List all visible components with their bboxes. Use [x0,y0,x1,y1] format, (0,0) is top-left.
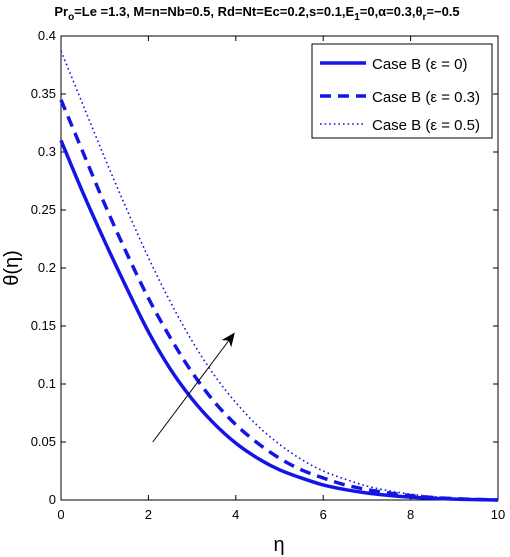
x-tick-label: 6 [320,507,327,522]
y-tick-label: 0.25 [31,202,56,217]
y-tick-label: 0.2 [38,260,56,275]
title-pr: Pr [54,4,68,19]
y-tick-label: 0.15 [31,318,56,333]
title-theta-subscript: r [422,12,426,23]
y-tick-label: 0.1 [38,376,56,391]
series-line-eps-0-3 [59,99,499,502]
series-lines [59,50,499,502]
x-axis-label: η [273,534,284,556]
x-tick-label: 10 [491,507,505,522]
x-tick-label: 2 [145,507,152,522]
y-tick-label: 0.35 [31,86,56,101]
axis-tick-labels: 0 2 4 6 8 10 0 0.05 0.1 0.15 0.2 0.25 0.3 0.35 0.4 [31,28,506,522]
chart-title: Pro=Le =1.3, M=n=Nb=0.5, Rd=Nt=Ec=0.2,s=… [54,4,459,23]
legend-box [311,43,493,139]
y-tick-label: 0 [49,492,56,507]
x-tick-label: 8 [407,507,414,522]
legend-label-eps-0-5: Case B (ε = 0.5) [372,117,480,134]
y-axis-label: θ(η) [1,250,23,286]
x-tick-label: 4 [232,507,239,522]
y-tick-label: 0.05 [31,434,56,449]
title-alpha: =0,α=0.3,θ [360,4,423,19]
title-tail: =−0.5 [426,4,459,19]
x-tick-label: 0 [57,507,64,522]
series-line-eps-0-5 [60,50,499,501]
legend: Case B (ε = 0) Case B (ε = 0.3) Case B (… [311,43,493,139]
title-params: =Le =1.3, M=n=Nb=0.5, Rd=Nt=Ec=0.2,s=0.1… [74,4,354,19]
legend-label-eps-0: Case B (ε = 0) [372,56,467,73]
y-tick-label: 0.3 [38,144,56,159]
increase-arrow [152,332,235,443]
title-e-subscript: 1 [354,12,360,23]
title-pr-subscript: o [68,12,74,23]
y-tick-label: 0.4 [38,28,56,43]
legend-label-eps-0-3: Case B (ε = 0.3) [372,89,480,106]
